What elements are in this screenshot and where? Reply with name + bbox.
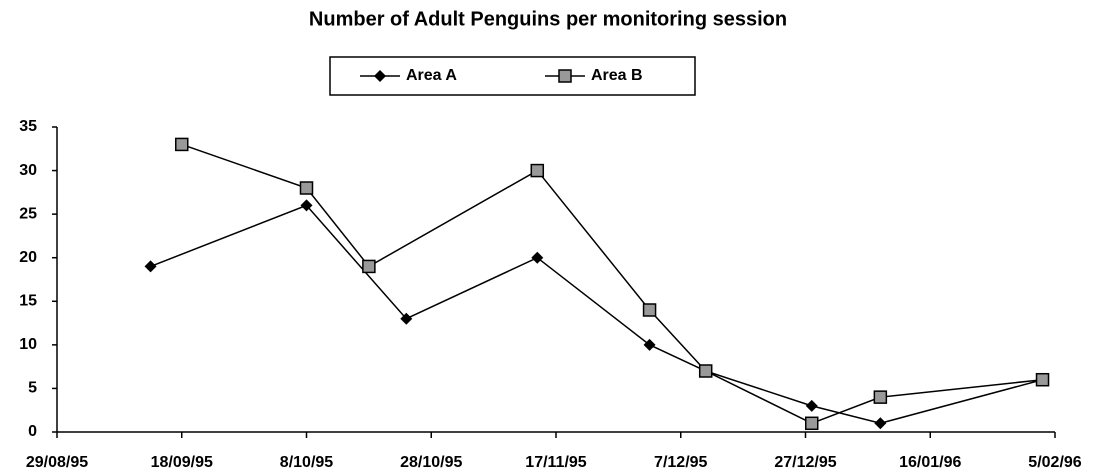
point xyxy=(643,338,656,351)
point xyxy=(698,364,713,378)
y-tick-label: 35 xyxy=(19,118,37,135)
y-tick-label: 30 xyxy=(19,162,37,179)
point xyxy=(531,251,544,264)
x-tick-label: 17/11/95 xyxy=(525,454,587,471)
y-tick-label: 15 xyxy=(19,293,37,310)
point xyxy=(1035,372,1050,387)
x-tick-label: 8/10/95 xyxy=(280,454,333,471)
point xyxy=(175,137,189,152)
x-tick-label: 18/09/95 xyxy=(151,454,213,471)
point xyxy=(642,303,657,317)
y-tick-label: 25 xyxy=(19,205,37,222)
point xyxy=(300,199,313,212)
x-tick-label: 16/01/96 xyxy=(899,454,961,471)
point xyxy=(874,417,887,430)
legend-marker xyxy=(558,69,572,83)
x-tick-label: 29/08/95 xyxy=(26,454,88,471)
chart-title: Number of Adult Penguins per monitoring … xyxy=(309,8,787,30)
y-tick-label: 0 xyxy=(28,423,37,440)
point xyxy=(144,260,157,273)
series-line xyxy=(150,204,1043,425)
legend-marker xyxy=(374,70,386,82)
point xyxy=(362,259,376,274)
x-tick-label: 27/12/95 xyxy=(774,454,836,471)
point xyxy=(805,399,818,412)
point xyxy=(873,390,888,404)
point xyxy=(530,163,545,178)
point xyxy=(804,416,819,431)
legend-box xyxy=(329,56,696,96)
legend-label: Area A xyxy=(406,67,457,84)
point xyxy=(400,312,413,325)
y-tick-label: 10 xyxy=(19,336,37,353)
x-tick-label: 5/02/96 xyxy=(1028,454,1081,471)
x-tick-label: 7/12/95 xyxy=(654,454,707,471)
y-tick-label: 5 xyxy=(28,380,37,397)
legend-label: Area B xyxy=(591,67,643,84)
x-tick-label: 28/10/95 xyxy=(400,454,462,471)
point xyxy=(299,181,314,195)
y-tick-label: 20 xyxy=(19,249,37,266)
